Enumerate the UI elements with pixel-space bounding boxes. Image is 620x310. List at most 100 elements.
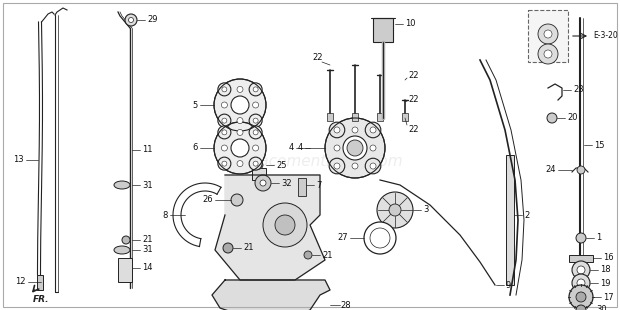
Circle shape <box>329 158 345 174</box>
Text: 21: 21 <box>322 250 332 259</box>
Text: 12: 12 <box>16 277 26 286</box>
Text: 6: 6 <box>193 144 198 153</box>
Circle shape <box>352 163 358 169</box>
Circle shape <box>576 305 586 310</box>
Text: 7: 7 <box>316 180 321 189</box>
Text: 24: 24 <box>546 166 556 175</box>
Circle shape <box>334 145 340 151</box>
Circle shape <box>222 130 227 135</box>
Text: 19: 19 <box>600 278 611 287</box>
Bar <box>118 258 132 282</box>
Polygon shape <box>215 175 325 280</box>
Circle shape <box>253 161 258 166</box>
Circle shape <box>370 127 376 133</box>
Circle shape <box>218 126 231 139</box>
Bar <box>252 168 266 180</box>
Bar <box>37 275 43 290</box>
Text: 11: 11 <box>142 145 153 154</box>
Bar <box>373 18 393 42</box>
Circle shape <box>252 102 259 108</box>
Circle shape <box>222 87 227 92</box>
Text: 22: 22 <box>312 54 323 63</box>
Circle shape <box>237 86 243 92</box>
Text: 22: 22 <box>408 95 419 104</box>
Text: eReplacementParts.com: eReplacementParts.com <box>216 154 404 169</box>
Text: 5: 5 <box>193 100 198 109</box>
Text: 9: 9 <box>506 281 511 290</box>
Bar <box>298 178 306 196</box>
Bar <box>377 113 383 121</box>
Circle shape <box>222 161 227 166</box>
Circle shape <box>572 261 590 279</box>
Circle shape <box>329 122 345 138</box>
Text: 20: 20 <box>567 113 577 122</box>
Circle shape <box>304 251 312 259</box>
Ellipse shape <box>114 246 130 254</box>
Text: 14: 14 <box>142 264 153 272</box>
Circle shape <box>370 145 376 151</box>
Circle shape <box>249 114 262 127</box>
Circle shape <box>547 113 557 123</box>
Circle shape <box>370 228 390 248</box>
Circle shape <box>275 215 295 235</box>
Text: FR.: FR. <box>33 294 50 303</box>
Text: 4: 4 <box>298 144 303 153</box>
Circle shape <box>214 79 266 131</box>
Bar <box>569 255 593 262</box>
Circle shape <box>365 158 381 174</box>
Circle shape <box>252 145 259 151</box>
Circle shape <box>253 118 258 123</box>
Circle shape <box>572 274 590 292</box>
Circle shape <box>377 192 413 228</box>
Circle shape <box>221 102 228 108</box>
Text: 21: 21 <box>243 243 254 253</box>
Bar <box>402 113 408 121</box>
Text: 1: 1 <box>596 233 601 242</box>
Circle shape <box>237 129 243 135</box>
Text: 4: 4 <box>289 144 294 153</box>
Circle shape <box>222 118 227 123</box>
Circle shape <box>577 279 585 287</box>
Text: 22: 22 <box>408 126 419 135</box>
Bar <box>327 113 333 121</box>
Text: 13: 13 <box>14 156 24 165</box>
Circle shape <box>577 166 585 174</box>
Circle shape <box>223 243 233 253</box>
Text: 21: 21 <box>142 236 153 245</box>
Text: 30: 30 <box>596 305 606 310</box>
Circle shape <box>128 17 133 23</box>
Circle shape <box>538 24 558 44</box>
Circle shape <box>231 139 249 157</box>
Text: 10: 10 <box>405 20 415 29</box>
Circle shape <box>231 96 249 114</box>
Circle shape <box>122 236 130 244</box>
Text: 28: 28 <box>340 300 351 309</box>
Circle shape <box>544 30 552 38</box>
Circle shape <box>237 117 243 124</box>
Circle shape <box>125 14 137 26</box>
Circle shape <box>544 50 552 58</box>
Circle shape <box>576 233 586 243</box>
Text: 23: 23 <box>573 86 583 95</box>
Circle shape <box>249 126 262 139</box>
Text: 22: 22 <box>408 70 419 79</box>
Circle shape <box>237 161 243 166</box>
Polygon shape <box>212 280 330 310</box>
Text: 15: 15 <box>594 140 604 149</box>
Circle shape <box>249 157 262 170</box>
Circle shape <box>263 203 307 247</box>
Text: E-3-20: E-3-20 <box>593 32 618 41</box>
Circle shape <box>255 161 263 169</box>
Circle shape <box>218 114 231 127</box>
Text: 25: 25 <box>276 161 286 170</box>
Circle shape <box>325 118 385 178</box>
Ellipse shape <box>114 181 130 189</box>
Bar <box>352 113 358 121</box>
Text: 2: 2 <box>524 210 529 219</box>
Text: 3: 3 <box>423 206 428 215</box>
Text: 17: 17 <box>603 293 614 302</box>
Circle shape <box>364 222 396 254</box>
Text: 29: 29 <box>147 16 157 24</box>
Circle shape <box>365 122 381 138</box>
Circle shape <box>214 122 266 174</box>
